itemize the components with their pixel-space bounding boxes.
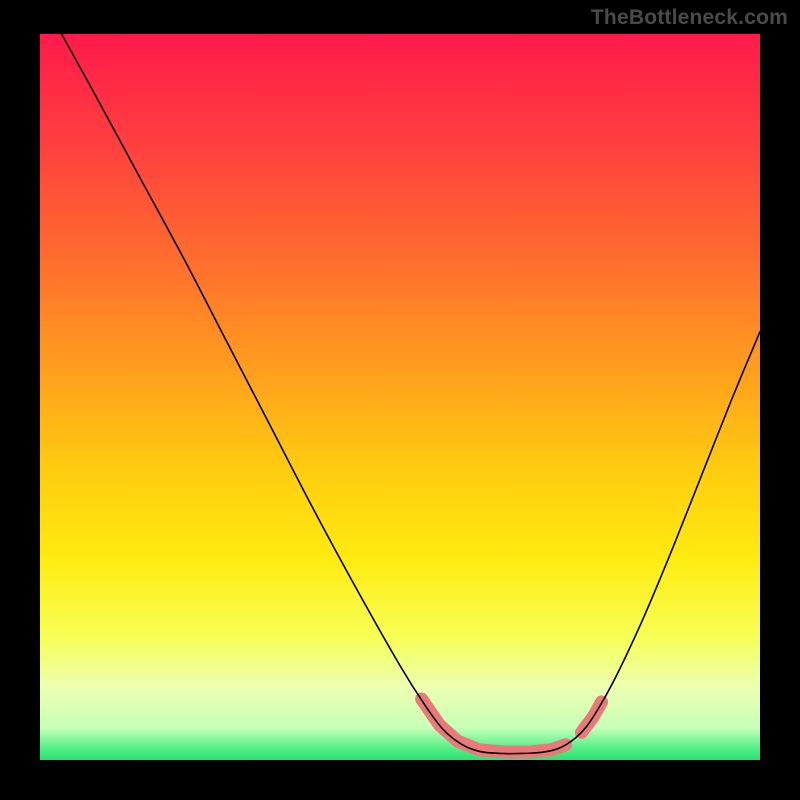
chart-container: TheBottleneck.com xyxy=(0,0,800,800)
chart-svg xyxy=(0,0,800,800)
bottleneck-curve-chart xyxy=(0,0,800,800)
watermark-text: TheBottleneck.com xyxy=(591,6,788,30)
